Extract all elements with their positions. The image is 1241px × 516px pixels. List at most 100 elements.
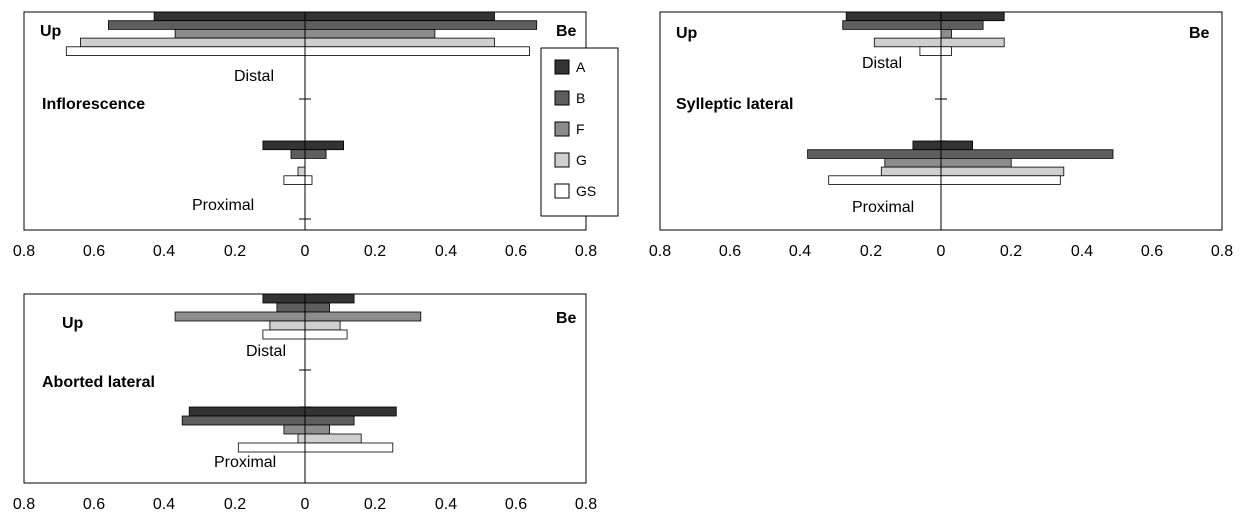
group-label-distal: Distal [234,68,274,85]
bar-distal-be-f [940,28,952,39]
x-tick-label: 0.2 [224,243,246,260]
bar-distal-be-b [304,302,331,313]
bar-proximal-up-a [912,140,942,151]
group-label-proximal: Proximal [214,454,276,471]
bar-proximal-be-gs [940,175,1061,185]
bar-distal-up-gs [919,46,942,56]
legend-swatch-b [554,90,570,106]
x-tick-label: 0.8 [649,243,671,260]
bar-distal-be-gs [940,46,952,56]
x-tick-label: 0.2 [224,496,246,513]
x-tick-label: 0.8 [13,243,35,260]
chart-panel-1: 0.8 0.6 0.4 0.2 0 0.2 0.4 0.6 0.8 Distal Proximal S… [649,11,1233,260]
bar-proximal-up-g [297,166,306,177]
bar-proximal-up-a [188,406,306,417]
x-tick-label: 0.6 [1141,243,1163,260]
bar-proximal-be-b [304,149,327,159]
bar-distal-up-gs [262,329,306,340]
group-label-proximal: Proximal [192,197,254,214]
bar-proximal-be-f [940,157,1012,168]
bar-distal-up-b [276,302,306,313]
bar-proximal-be-a [940,140,974,151]
bar-proximal-be-a [304,140,344,151]
x-tick-label: 0.8 [13,496,35,513]
bar-proximal-up-gs [283,175,306,185]
bar-proximal-up-g [297,433,306,444]
be-label: Be [556,23,577,40]
bar-distal-be-f [304,28,436,39]
bar-distal-up-a [845,11,942,22]
legend-swatch-g [554,152,570,168]
up-label: Up [62,315,84,332]
bar-distal-be-f [304,311,422,322]
x-tick-label: 0.8 [575,243,597,260]
panel-title: Inflorescence [42,96,145,113]
group-label-distal: Distal [246,343,286,360]
bar-proximal-be-gs [304,175,313,185]
bar-proximal-be-a [304,406,397,417]
x-tick-label: 0.8 [1211,243,1233,260]
x-tick-label: 0.6 [505,243,527,260]
bar-proximal-up-f [884,157,942,168]
bar-distal-up-f [174,28,306,39]
bar-proximal-up-b [181,415,306,426]
bar-distal-be-gs [304,329,348,340]
bar-distal-be-gs [304,46,531,56]
panel-title: Sylleptic lateral [676,96,793,113]
bar-distal-up-g [873,37,942,48]
be-label: Be [556,310,577,327]
x-tick-label: 0 [301,243,310,260]
bar-distal-be-g [304,320,341,331]
x-tick-label: 0.6 [719,243,741,260]
bar-proximal-up-b [807,149,942,159]
x-tick-label: 0.2 [860,243,882,260]
chart-panel-2: 0.8 0.6 0.4 0.2 0 0.2 0.4 0.6 0.8 Distal Proximal A… [13,293,597,513]
x-tick-label: 0.2 [364,243,386,260]
bar-distal-be-g [304,37,495,48]
bar-proximal-up-f [283,424,306,435]
x-tick-label: 0.2 [1000,243,1022,260]
x-tick-label: 0.4 [153,243,175,260]
x-tick-label: 0.6 [83,243,105,260]
panel-title: Aborted lateral [42,374,155,391]
bar-proximal-be-g [304,433,362,444]
legend-swatch-a [554,59,570,75]
bar-distal-up-b [842,20,942,30]
bar-proximal-be-b [940,149,1114,159]
x-tick-label: 0.8 [575,496,597,513]
bar-distal-up-gs [65,46,306,56]
x-tick-label: 0.4 [1071,243,1093,260]
legend-label-b: B [576,90,585,106]
bar-distal-up-a [153,11,306,22]
bar-distal-be-g [940,37,1005,48]
x-tick-label: 0 [937,243,946,260]
legend-box [540,47,619,217]
x-tick-label: 0.4 [789,243,811,260]
x-tick-label: 0.6 [505,496,527,513]
bar-distal-be-a [304,293,355,304]
x-tick-label: 0.4 [435,496,457,513]
x-tick-label: 0.2 [364,496,386,513]
group-label-proximal: Proximal [852,199,914,216]
bar-distal-up-b [108,20,306,30]
bar-proximal-up-gs [237,442,306,453]
bar-distal-up-f [174,311,306,322]
x-tick-label: 0.4 [153,496,175,513]
bar-proximal-be-gs [304,442,394,453]
legend-swatch-gs [554,183,570,199]
x-tick-label: 0 [301,496,310,513]
up-label: Up [40,23,62,40]
legend-label-g: G [576,152,587,168]
legend-swatch-f [554,121,570,137]
x-tick-label: 0.4 [435,243,457,260]
legend-label-f: F [576,121,585,137]
bar-proximal-be-b [304,415,355,426]
bar-proximal-up-a [262,140,306,151]
legend-label-gs: GS [576,183,596,199]
bar-distal-up-a [262,293,306,304]
x-tick-label: 0.6 [83,496,105,513]
bar-distal-be-b [304,20,538,30]
chart-panel-0: 0.8 0.6 0.4 0.2 0 0.2 0.4 0.6 0.8 Distal Proximal I… [13,11,597,260]
